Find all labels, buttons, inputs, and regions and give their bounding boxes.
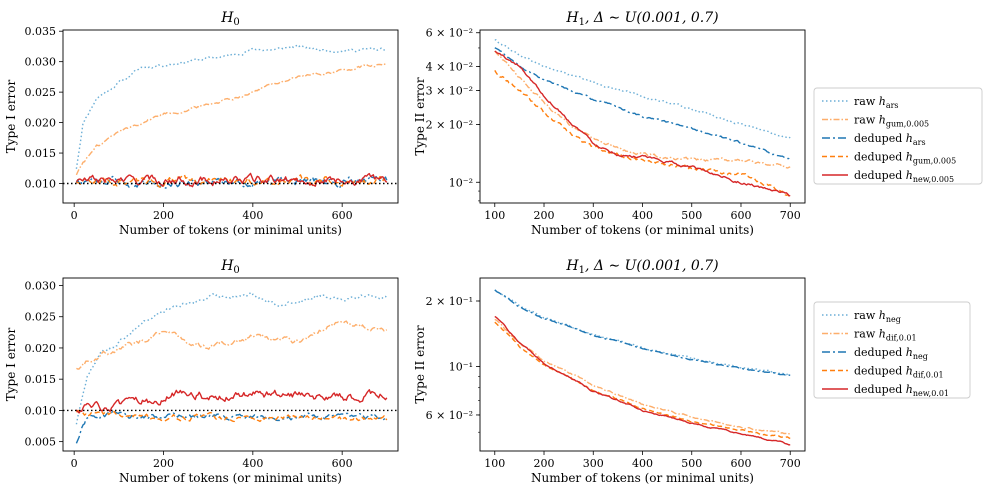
x-tick-label: 600 [332, 457, 353, 470]
y-tick-label: 0.025 [25, 311, 57, 324]
series-line-5 [494, 315, 791, 446]
plot-frame [479, 277, 806, 452]
y-tick-label: 10⁻¹ [449, 361, 473, 374]
y-tick-label: 0.015 [25, 373, 57, 386]
legend-entry: raw hneg [854, 309, 901, 324]
y-tick-label: 0.010 [25, 178, 57, 191]
y-tick-label: 0.010 [25, 404, 57, 417]
legend-entry: deduped hgum,0.005 [854, 151, 956, 166]
series-line-4 [494, 321, 791, 440]
series-line-1 [494, 289, 791, 376]
series-group [494, 39, 791, 198]
y-axis-label: Type II error [413, 77, 427, 155]
legend-entry: raw hdif,0.01 [854, 328, 917, 343]
panel-bottom-right-type2: 100 200 300 400 500 600 700 6 × 10⁻² 10⁻¹ 2 × 10⁻… [413, 258, 806, 485]
x-tick-label: 400 [632, 457, 653, 470]
legend-frame [813, 301, 971, 399]
x-tick-label: 500 [681, 457, 702, 470]
x-tick-label: 300 [583, 457, 604, 470]
x-tick-label: 400 [242, 457, 263, 470]
series-line-2 [494, 50, 791, 169]
legend-bottom: raw hneg raw hdif,0.01 deduped hneg deduped… [813, 301, 971, 399]
legend-frame [813, 87, 983, 185]
legend-top: raw hars raw hgum,0.005 deduped hars dedupe… [813, 87, 983, 185]
legend-entry: deduped hneg [854, 346, 928, 361]
x-tick-label: 700 [780, 457, 801, 470]
x-tick-label: 600 [730, 457, 751, 470]
series-line-2 [76, 320, 388, 370]
x-tick-label: 200 [153, 457, 174, 470]
y-tick-label: 6 × 10⁻² [426, 409, 473, 422]
x-tick-label: 0 [71, 209, 78, 222]
series-line-4 [75, 409, 388, 423]
x-tick-label: 300 [583, 209, 604, 222]
y-tick-label: 0.035 [25, 25, 57, 38]
y-axis-label: Type I error [4, 328, 18, 402]
chart-title: H1, Δ ∼ U(0.001, 0.7) [565, 10, 718, 28]
legend-entry: deduped hnew,0.01 [854, 383, 949, 398]
series-line-5 [75, 389, 388, 414]
x-axis-label: Number of tokens (or minimal units) [531, 223, 754, 237]
series-line-1 [75, 44, 388, 169]
series-group [494, 289, 791, 446]
x-tick-label: 0 [71, 457, 78, 470]
series-line-3 [494, 289, 791, 377]
y-tick-label: 2 × 10⁻² [426, 118, 473, 131]
x-tick-label: 400 [632, 209, 653, 222]
x-tick-label: 400 [242, 209, 263, 222]
y-tick-label: 4 × 10⁻² [426, 61, 473, 74]
y-tick-label: 0.025 [25, 86, 57, 99]
x-tick-label: 100 [484, 209, 505, 222]
legend-entry: raw hars [854, 95, 899, 110]
chart-title: H0 [220, 10, 240, 28]
y-tick-label: 0.020 [25, 342, 57, 355]
series-line-4 [494, 70, 791, 198]
legend-entry: deduped hdif,0.01 [854, 365, 944, 380]
y-tick-label: 0.020 [25, 117, 57, 130]
x-axis-label: Number of tokens (or minimal units) [119, 223, 342, 237]
y-axis-label: Type I error [4, 80, 18, 154]
y-axis-label: Type II error [413, 325, 427, 403]
x-tick-label: 100 [484, 457, 505, 470]
series-line-2 [494, 318, 791, 436]
series-line-3 [494, 47, 791, 161]
y-tick-label: 10⁻² [449, 176, 473, 189]
series-line-5 [75, 172, 388, 188]
x-tick-label: 200 [534, 457, 555, 470]
x-tick-label: 500 [681, 209, 702, 222]
x-axis-label: Number of tokens (or minimal units) [531, 471, 754, 485]
x-tick-label: 600 [332, 209, 353, 222]
y-tick-label: 0.015 [25, 147, 57, 160]
chart-title: H1, Δ ∼ U(0.001, 0.7) [565, 258, 718, 276]
y-tick-label: 6 × 10⁻² [426, 27, 473, 40]
chart-title: H0 [220, 258, 240, 276]
series-line-1 [75, 292, 388, 425]
y-tick-label: 0.030 [25, 56, 57, 69]
legend-entry: raw hgum,0.005 [854, 114, 929, 129]
panel-top-right-type2: 100 200 300 400 500 600 700 10⁻² 2 × 10⁻² 3 × 10⁻… [413, 10, 806, 237]
y-tick-label: 3 × 10⁻² [426, 85, 473, 98]
x-tick-label: 200 [153, 209, 174, 222]
series-line-3 [75, 409, 387, 444]
x-tick-label: 200 [534, 209, 555, 222]
panel-top-left-type1: 0 200 400 600 0.010 0.015 0.020 0.025 0.030 0.035… [4, 10, 399, 237]
panel-bottom-left-type1: 0 200 400 600 0.005 0.010 0.015 0.020 0.025 0.030… [4, 258, 399, 485]
legend-entry: deduped hnew,0.005 [854, 169, 954, 184]
x-tick-label: 600 [730, 209, 751, 222]
series-group [75, 292, 388, 444]
x-tick-label: 700 [780, 209, 801, 222]
series-line-5 [494, 50, 791, 197]
plot-frame [62, 277, 399, 452]
y-tick-label: 2 × 10⁻¹ [426, 295, 473, 308]
series-group [75, 44, 388, 190]
legend-entry: deduped hars [854, 132, 926, 147]
y-tick-label: 0.005 [25, 436, 57, 449]
x-axis-label: Number of tokens (or minimal units) [119, 471, 342, 485]
y-tick-label: 0.030 [25, 279, 57, 292]
plot-frame [62, 29, 399, 204]
